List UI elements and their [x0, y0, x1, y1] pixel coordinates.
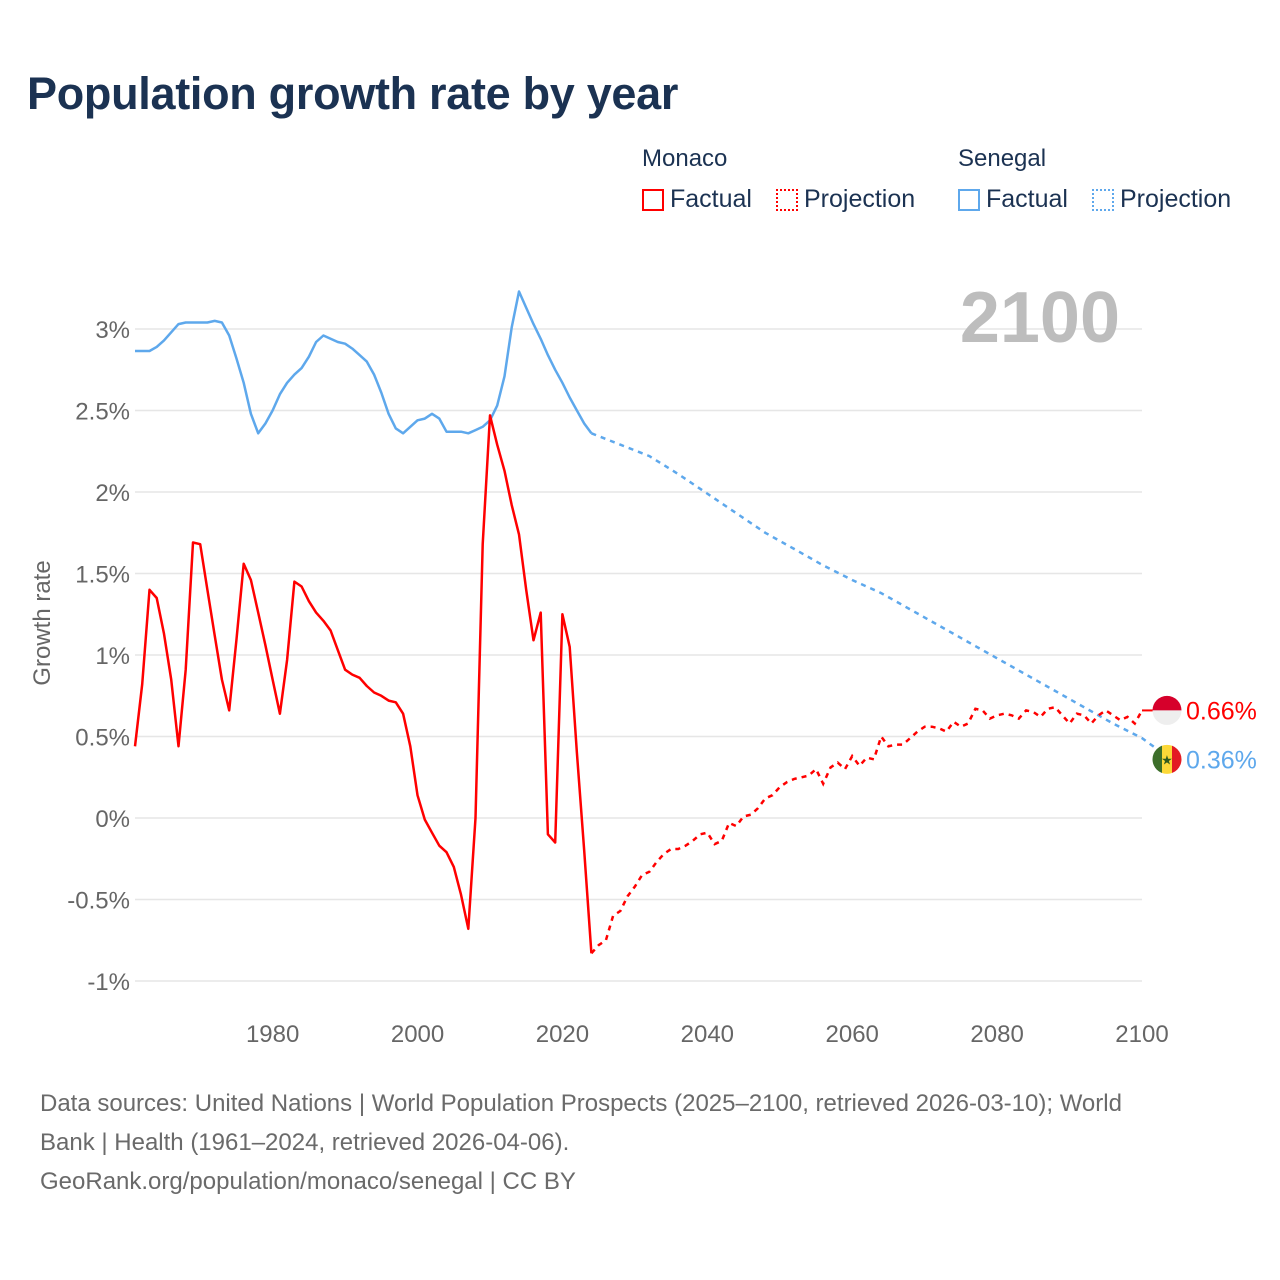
legend-group-senegal: Senegal	[958, 145, 1047, 172]
legend-label: Projection	[804, 185, 916, 213]
monaco-factual-line	[133, 414, 593, 954]
footer-sources-1: Data sources: United Nations | World Pop…	[40, 1090, 1122, 1117]
flag-white-band	[1152, 710, 1182, 725]
flag-yellow-band	[1162, 744, 1172, 774]
y-tick-label: 1.5%	[75, 562, 130, 589]
x-tick-label: 2020	[536, 1021, 589, 1048]
y-tick-label: -1%	[87, 969, 130, 996]
legend-swatch-solid	[642, 188, 664, 211]
x-tick-label: 1980	[246, 1021, 299, 1048]
legend-swatch-solid	[958, 188, 980, 211]
legend-senegal-projection[interactable]: Projection	[1092, 185, 1231, 214]
monaco-end-value: 0.66%	[1186, 697, 1257, 725]
senegal-flag-icon: ★	[1152, 744, 1182, 774]
y-tick-label: 0.5%	[75, 725, 130, 752]
x-tick-label: 2040	[681, 1021, 734, 1048]
flag-green-band	[1152, 744, 1162, 774]
y-tick-label: 2%	[95, 480, 130, 507]
legend-label: Projection	[1120, 185, 1232, 213]
monaco-end-marker: 0.66%	[1142, 695, 1257, 725]
y-tick-label: 3%	[95, 317, 130, 344]
page-title: Population growth rate by year	[27, 68, 679, 119]
flag-red-band	[1172, 744, 1182, 774]
flag-star: ★	[1161, 752, 1173, 767]
footer-sources-2: Bank | Health (1961–2024, retrieved 2026…	[40, 1129, 570, 1156]
senegal-end-marker: ★ 0.36%	[1152, 744, 1257, 774]
y-tick-label: 1%	[95, 643, 130, 670]
x-tick-label: 2000	[391, 1021, 444, 1048]
senegal-end-value: 0.36%	[1186, 746, 1257, 774]
legend-monaco-factual[interactable]: Factual	[642, 185, 752, 214]
legend-label: Factual	[670, 185, 752, 213]
legend-swatch-dotted	[1092, 188, 1114, 211]
y-tick-label: 2.5%	[75, 399, 130, 426]
monaco-flag-icon	[1152, 695, 1182, 725]
legend-swatch-dotted	[776, 188, 798, 211]
footer-link[interactable]: GeoRank.org/population/monaco/senegal | …	[40, 1168, 576, 1195]
y-tick-label: 0%	[95, 806, 130, 833]
senegal-projection-line	[590, 432, 1172, 761]
monaco-projection-line	[590, 705, 1144, 955]
x-tick-label: 2060	[826, 1021, 879, 1048]
legend-group-monaco: Monaco	[642, 145, 728, 172]
y-tick-label: -0.5%	[67, 888, 130, 915]
flag-red-band	[1152, 695, 1182, 711]
legend-label: Factual	[986, 185, 1068, 213]
year-watermark: 2100	[960, 278, 1120, 358]
x-tick-label: 2100	[1115, 1021, 1168, 1048]
senegal-factual-line	[135, 290, 593, 435]
x-tick-label: 2080	[970, 1021, 1023, 1048]
y-axis-label: Growth rate	[29, 560, 56, 685]
legend-monaco-projection[interactable]: Projection	[776, 185, 915, 214]
legend-senegal-factual[interactable]: Factual	[958, 185, 1068, 214]
